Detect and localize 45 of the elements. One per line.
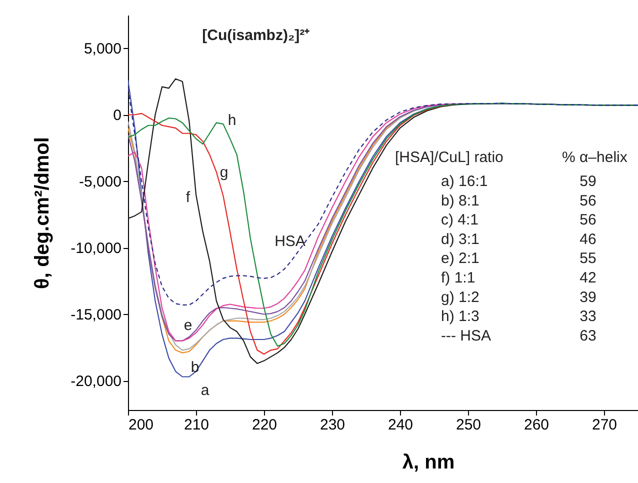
annotation: 63 — [580, 327, 596, 344]
annotation: 39 — [580, 288, 596, 306]
y-axis-title: θ, deg.cm²/dmol — [32, 137, 54, 289]
annotation: HSA — [274, 233, 306, 250]
x-tick-label: 210 — [184, 416, 210, 434]
x-tick-label: 230 — [320, 416, 346, 434]
annotation: e — [184, 317, 192, 334]
annotation: c) 4:1 — [441, 212, 479, 229]
x-tick-label: 240 — [388, 416, 414, 434]
annotation: a — [200, 382, 210, 399]
annotation: 56 — [580, 192, 596, 210]
annotation: g) 1:2 — [441, 288, 480, 306]
annotation: % α–helix — [562, 149, 628, 166]
x-tick-label: 220 — [252, 416, 278, 434]
annotation: 42 — [580, 270, 596, 286]
x-tick-label: 270 — [592, 416, 618, 434]
annotation: g — [220, 164, 228, 181]
annotation: f — [186, 189, 191, 206]
y-tick-label: 0 — [113, 107, 122, 124]
annotation: --- HSA — [441, 327, 491, 344]
annotation: h) 1:3 — [441, 308, 480, 326]
x-tick-label: 260 — [524, 416, 550, 434]
text: [Cu(isambz)₂]²⁺ — [202, 27, 310, 44]
y-tick-label: -20,000 — [70, 373, 122, 390]
annotation: 55 — [580, 250, 596, 268]
annotation: 46 — [580, 230, 596, 248]
annotation: b — [190, 359, 200, 376]
annotation: [HSA]/CuL] ratio — [395, 149, 504, 166]
x-axis-title: λ, nm — [402, 452, 455, 474]
x-tick-label: 200 — [128, 416, 154, 434]
y-tick-label: 5,000 — [84, 40, 122, 58]
annotation: h — [228, 112, 236, 129]
annotation: a) 16:1 — [441, 173, 488, 190]
y-tick-label: -10,000 — [70, 240, 122, 258]
y-tick-label: -15,000 — [70, 306, 122, 324]
annotation: e) 2:1 — [441, 250, 480, 268]
annotation: 59 — [580, 173, 596, 190]
annotation: 33 — [580, 308, 596, 326]
annotation: f) 1:1 — [441, 270, 476, 286]
annotation: 56 — [580, 212, 596, 229]
y-tick-label: -5,000 — [78, 174, 122, 191]
line-series — [128, 88, 638, 306]
annotation: d) 3:1 — [441, 230, 480, 248]
x-tick-label: 250 — [456, 416, 482, 434]
annotation: b) 8:1 — [441, 192, 480, 210]
